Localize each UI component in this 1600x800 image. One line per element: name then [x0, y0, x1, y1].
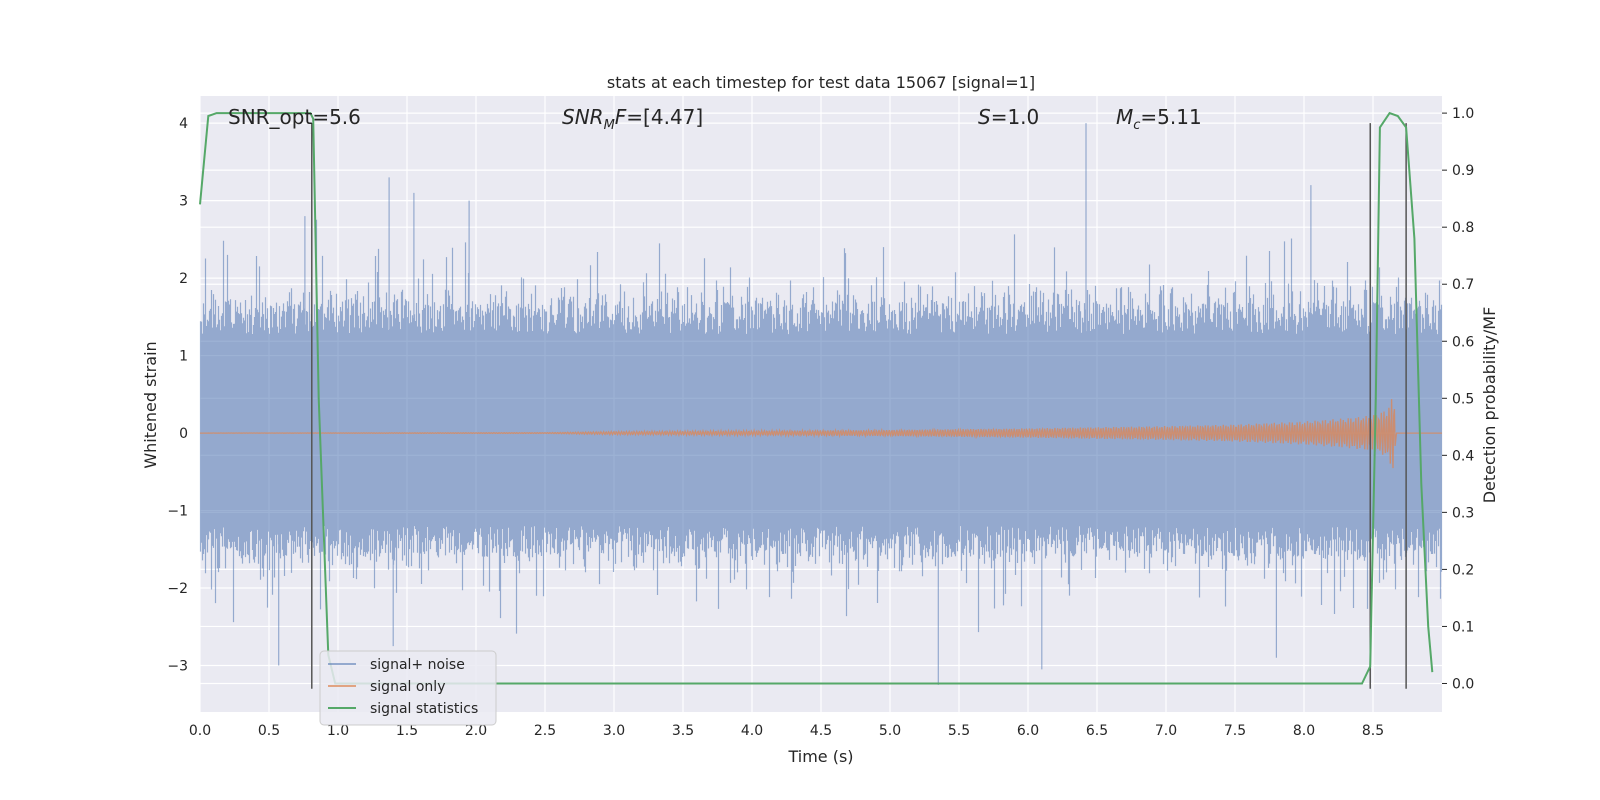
annotation-snr-opt: SNR_opt=5.6: [228, 105, 361, 129]
series-signal-statistics: [199, 111, 1434, 685]
x-tick-label-2: 1.0: [327, 723, 349, 739]
vertical-markers: [311, 123, 1407, 689]
chart-title: stats at each timestep for test data 150…: [607, 73, 1035, 92]
y-right-tick-label-0: 0.0: [1452, 676, 1474, 692]
x-tick-label-4: 2.0: [465, 723, 487, 739]
x-tick-label-17: 8.5: [1362, 723, 1384, 739]
y-right-tick-label-1: 0.1: [1452, 619, 1474, 635]
y-right-tick-label-3: 0.3: [1452, 505, 1474, 521]
legend: signal+ noise signal only signal statist…: [319, 650, 497, 726]
y-tick-label-1: −2: [167, 581, 188, 597]
y-axis-ticks: −3 −2 −1 0 1 2 3 4: [167, 116, 188, 674]
y-tick-label-3: 0: [179, 426, 188, 442]
signal-statistics-line: [199, 111, 1434, 685]
y-right-tick-label-2: 0.2: [1452, 562, 1474, 578]
x-tick-label-1: 0.5: [258, 723, 280, 739]
y-right-tick-label-9: 0.9: [1452, 163, 1474, 179]
y-axis-label: Whitened strain: [141, 341, 160, 468]
x-tick-label-8: 4.0: [741, 723, 763, 739]
y-right-tick-label-7: 0.7: [1452, 277, 1474, 293]
x-tick-label-6: 3.0: [603, 723, 625, 739]
annotation-chirp-mass: Mc=5.11: [1116, 105, 1202, 133]
annotation-snr-mf: SNRMF=[4.47]: [562, 105, 703, 133]
y-right-tick-label-6: 0.6: [1452, 334, 1474, 350]
y-axis-right-ticks: 0.0 0.1 0.2 0.3 0.4 0.5 0.6 0.7 0.8 0.9 1.0: [1442, 106, 1474, 692]
x-tick-label-15: 7.5: [1224, 723, 1246, 739]
legend-label-signal-plus-noise: signal+ noise: [370, 657, 465, 673]
x-tick-label-9: 4.5: [810, 723, 832, 739]
x-tick-label-3: 1.5: [396, 723, 418, 739]
y-tick-label-6: 3: [179, 194, 188, 210]
y-right-tick-label-8: 0.8: [1452, 220, 1474, 236]
legend-label-signal-only: signal only: [370, 679, 445, 695]
x-tick-label-14: 7.0: [1155, 723, 1177, 739]
x-tick-label-11: 5.5: [948, 723, 970, 739]
x-axis-ticks: 0.0 0.5 1.0 1.5 2.0 2.5 3.0 3.5 4.0 4.5 5.0 5.5 6.0 6…: [189, 723, 1384, 739]
y-tick-label-4: 1: [179, 349, 188, 365]
y-tick-label-2: −1: [167, 504, 188, 520]
legend-label-signal-statistics: signal statistics: [370, 701, 478, 717]
x-tick-label-10: 5.0: [879, 723, 901, 739]
x-tick-label-0: 0.0: [189, 723, 211, 739]
y-tick-label-0: −3: [167, 659, 188, 675]
legend-box: [319, 650, 497, 726]
x-tick-label-16: 8.0: [1293, 723, 1315, 739]
y-tick-label-5: 2: [179, 271, 188, 287]
x-tick-label-13: 6.5: [1086, 723, 1108, 739]
annotations: SNR_opt=5.6 SNRMF=[4.47] S=1.0 Mc=5.11: [228, 105, 1202, 133]
annotation-s-stat: S=1.0: [978, 105, 1039, 129]
y-tick-label-7: 4: [179, 116, 188, 132]
signal-only-trace: [200, 399, 1442, 469]
series-signal-only: [200, 399, 1442, 469]
y-right-tick-label-10: 1.0: [1452, 106, 1474, 122]
y-axis-right-label: Detection probability/MF: [1480, 307, 1499, 504]
y-right-tick-label-4: 0.4: [1452, 448, 1474, 464]
x-tick-label-5: 2.5: [534, 723, 556, 739]
x-tick-label-12: 6.0: [1017, 723, 1039, 739]
x-tick-label-7: 3.5: [672, 723, 694, 739]
x-axis-label: Time (s): [787, 747, 853, 766]
y-right-tick-label-5: 0.5: [1452, 391, 1474, 407]
